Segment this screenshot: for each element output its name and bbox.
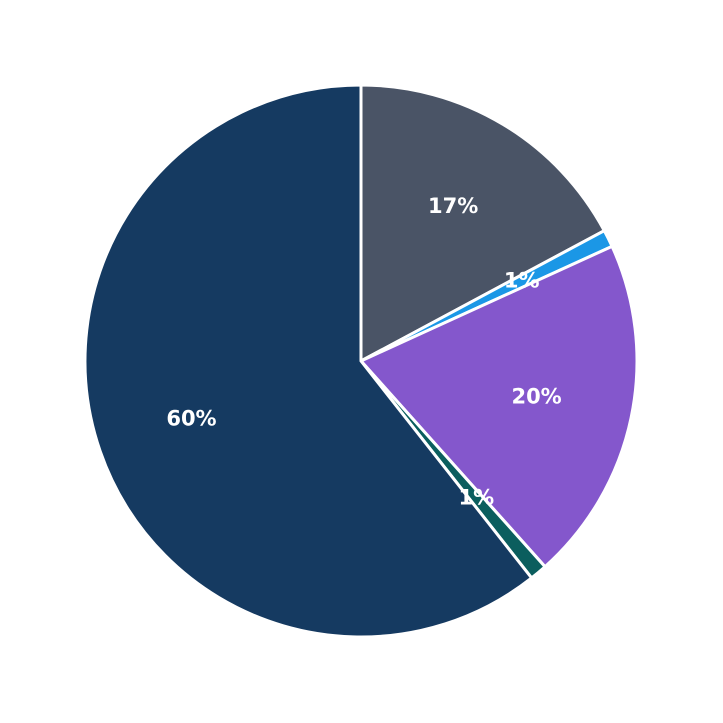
- pie-slice: [359, 83, 607, 364]
- data-label: 1%: [504, 268, 540, 292]
- pie-slice: [83, 83, 534, 639]
- data-label: 1%: [458, 485, 494, 509]
- pie-slice: [358, 244, 639, 569]
- data-label: 20%: [511, 385, 561, 409]
- data-label: 60%: [166, 407, 216, 431]
- data-label: 17%: [428, 194, 478, 218]
